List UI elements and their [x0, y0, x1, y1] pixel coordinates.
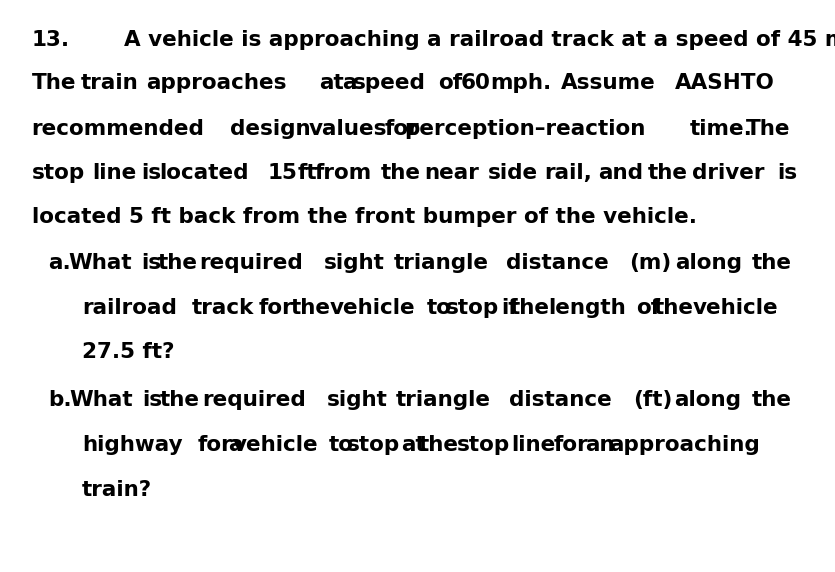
Text: the: the — [419, 435, 459, 455]
Text: 60: 60 — [460, 73, 490, 93]
Text: distance: distance — [506, 253, 610, 273]
Text: an: an — [584, 435, 615, 455]
Text: 13.: 13. — [32, 30, 70, 50]
Text: vehicle: vehicle — [329, 298, 415, 317]
Text: highway: highway — [82, 435, 183, 455]
Text: time.: time. — [690, 119, 753, 138]
Text: length: length — [549, 298, 626, 317]
Text: b.: b. — [48, 391, 72, 410]
Text: (ft): (ft) — [633, 391, 672, 410]
Text: stop: stop — [457, 435, 510, 455]
Text: the: the — [752, 253, 792, 273]
Text: line: line — [511, 435, 555, 455]
Text: sight: sight — [324, 253, 385, 273]
Text: railroad: railroad — [82, 298, 177, 317]
Text: at: at — [319, 73, 344, 93]
Text: a: a — [342, 73, 357, 93]
Text: for: for — [384, 119, 419, 138]
Text: a.: a. — [48, 253, 71, 273]
Text: ft: ft — [298, 163, 317, 182]
Text: vehicle: vehicle — [233, 435, 318, 455]
Text: recommended: recommended — [32, 119, 205, 138]
Text: approaching: approaching — [609, 435, 760, 455]
Text: stop: stop — [446, 298, 499, 317]
Text: the: the — [752, 391, 792, 410]
Text: the: the — [291, 298, 331, 317]
Text: train: train — [80, 73, 139, 93]
Text: line: line — [93, 163, 137, 182]
Text: is: is — [141, 253, 161, 273]
Text: from: from — [315, 163, 372, 182]
Text: design: design — [230, 119, 310, 138]
Text: perception–reaction: perception–reaction — [404, 119, 645, 138]
Text: values: values — [308, 119, 387, 138]
Text: is: is — [142, 163, 162, 182]
Text: side: side — [488, 163, 538, 182]
Text: near: near — [425, 163, 479, 182]
Text: for: for — [259, 298, 293, 317]
Text: a: a — [228, 435, 243, 455]
Text: along: along — [675, 391, 741, 410]
Text: stop: stop — [347, 435, 400, 455]
Text: What: What — [68, 253, 132, 273]
Text: is: is — [777, 163, 797, 182]
Text: the: the — [654, 298, 694, 317]
Text: the: the — [510, 298, 550, 317]
Text: speed: speed — [352, 73, 425, 93]
Text: mph.: mph. — [490, 73, 552, 93]
Text: What: What — [70, 391, 134, 410]
Text: triangle: triangle — [396, 391, 491, 410]
Text: 27.5 ft?: 27.5 ft? — [82, 343, 175, 362]
Text: AASHTO: AASHTO — [675, 73, 774, 93]
Text: if: if — [502, 298, 519, 317]
Text: triangle: triangle — [393, 253, 488, 273]
Text: train?: train? — [82, 480, 152, 499]
Text: required: required — [200, 253, 303, 273]
Text: (m): (m) — [630, 253, 672, 273]
Text: 15: 15 — [267, 163, 297, 182]
Text: driver: driver — [691, 163, 764, 182]
Text: required: required — [202, 391, 306, 410]
Text: for: for — [554, 435, 589, 455]
Text: the: the — [158, 253, 198, 273]
Text: located: located — [159, 163, 249, 182]
Text: to: to — [329, 435, 354, 455]
Text: of: of — [438, 73, 462, 93]
Text: The: The — [746, 119, 791, 138]
Text: to: to — [427, 298, 452, 317]
Text: approaches: approaches — [146, 73, 287, 93]
Text: and: and — [598, 163, 643, 182]
Text: of: of — [636, 298, 660, 317]
Text: stop: stop — [32, 163, 85, 182]
Text: track: track — [191, 298, 254, 317]
Text: A vehicle is approaching a railroad track at a speed of 45 mph.: A vehicle is approaching a railroad trac… — [124, 30, 835, 50]
Text: along: along — [675, 253, 741, 273]
Text: vehicle: vehicle — [693, 298, 778, 317]
Text: the: the — [381, 163, 421, 182]
Text: rail,: rail, — [544, 163, 592, 182]
Text: located 5 ft back from the front bumper of the vehicle.: located 5 ft back from the front bumper … — [32, 208, 696, 227]
Text: distance: distance — [509, 391, 612, 410]
Text: for: for — [197, 435, 232, 455]
Text: at: at — [402, 435, 426, 455]
Text: is: is — [143, 391, 163, 410]
Text: the: the — [648, 163, 688, 182]
Text: sight: sight — [326, 391, 387, 410]
Text: The: The — [32, 73, 76, 93]
Text: Assume: Assume — [561, 73, 655, 93]
Text: the: the — [159, 391, 200, 410]
